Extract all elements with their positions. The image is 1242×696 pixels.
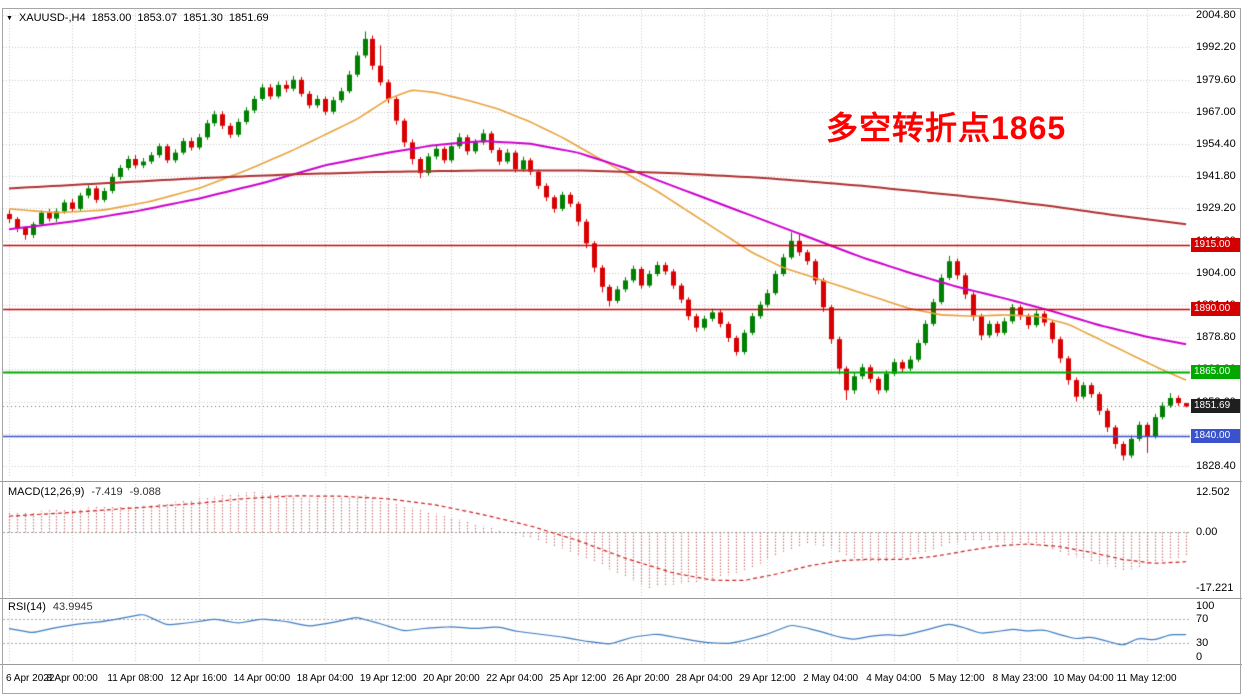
level-price-tag[interactable]: 1915.00 <box>1191 237 1240 252</box>
price-axis-label: 1967.00 <box>1196 105 1236 118</box>
current-price-tag: 1851.69 <box>1191 399 1240 414</box>
time-axis-label: 8 May 23:00 <box>992 673 1048 684</box>
price-axis-label: 1954.40 <box>1196 137 1236 150</box>
quote-low: 1851.30 <box>183 12 223 24</box>
time-axis-label: 10 May 04:00 <box>1053 673 1114 684</box>
price-axis-label: 2004.80 <box>1196 9 1236 22</box>
macd-axis-label: -17.221 <box>1196 582 1234 594</box>
pane-separator-timeaxis <box>0 664 1242 665</box>
rsi-axis-label: 0 <box>1196 651 1203 663</box>
time-axis-label: 22 Apr 04:00 <box>486 673 543 684</box>
time-axis-label: 18 Apr 04:00 <box>296 673 354 684</box>
quote-line: ▼ XAUUSD-,H4 1853.00 1853.07 1851.30 1851.69 <box>6 12 275 24</box>
symbol-dropdown-icon[interactable]: ▼ <box>6 15 13 22</box>
time-axis-label: 8 Apr 00:00 <box>46 673 98 684</box>
price-axis-label: 1929.20 <box>1196 202 1236 215</box>
time-axis-label: 25 Apr 12:00 <box>549 673 607 684</box>
level-price-tag[interactable]: 1890.00 <box>1191 301 1240 316</box>
level-price-tag[interactable]: 1840.00 <box>1191 429 1240 444</box>
annotation-text: 多空转折点1865 <box>826 110 1067 146</box>
time-axis-label: 19 Apr 12:00 <box>359 673 417 684</box>
macd-name: MACD(12,26,9) <box>8 486 85 498</box>
rsi-axis-label: 100 <box>1196 600 1215 612</box>
pane-separator-macd[interactable] <box>0 481 1242 482</box>
time-axis-label: 28 Apr 04:00 <box>675 673 733 684</box>
time-axis-label: 5 May 12:00 <box>929 673 985 684</box>
price-axis-label: 1904.00 <box>1196 266 1236 279</box>
price-axis-label: 1941.80 <box>1196 170 1236 183</box>
rsi-name: RSI(14) <box>8 601 46 613</box>
symbol-period: XAUUSD-,H4 <box>18 12 86 24</box>
time-axis-label: 20 Apr 20:00 <box>423 673 480 684</box>
rsi-axis-label: 30 <box>1196 637 1209 649</box>
time-axis-label: 11 May 12:00 <box>1116 673 1177 684</box>
time-axis-label: 29 Apr 12:00 <box>739 673 796 684</box>
macd-axis-label: 0.00 <box>1196 526 1218 539</box>
time-axis-label: 6 Apr 2022 <box>6 673 55 684</box>
price-axis-label: 1828.40 <box>1196 459 1236 472</box>
rsi-axis-label: 70 <box>1196 613 1209 625</box>
time-axis-label: 4 May 04:00 <box>866 673 922 684</box>
price-axis-label: 1992.20 <box>1196 41 1236 54</box>
rsi-label: RSI(14) 43.9945 <box>8 601 93 613</box>
macd-axis-label: 12.502 <box>1196 486 1230 498</box>
time-axis-label: 12 Apr 16:00 <box>170 673 227 684</box>
quote-close: 1851.69 <box>228 12 269 24</box>
level-price-tag[interactable]: 1865.00 <box>1191 365 1240 380</box>
quote-open: 1853.00 <box>91 12 132 24</box>
price-axis-label: 1979.60 <box>1196 73 1236 86</box>
quote-high: 1853.07 <box>137 12 178 24</box>
pane-separator-rsi[interactable] <box>0 598 1242 599</box>
time-axis-label: 2 May 04:00 <box>803 673 859 684</box>
time-axis-label: 11 Apr 08:00 <box>107 673 164 684</box>
time-axis-label: 14 Apr 00:00 <box>233 673 291 684</box>
macd-label: MACD(12,26,9) -7.419 -9.088 <box>8 486 161 498</box>
macd-main-value: -7.419 <box>91 486 123 498</box>
macd-signal-value: -9.088 <box>129 486 161 498</box>
price-axis-label: 1878.80 <box>1196 331 1236 344</box>
time-axis-label: 26 Apr 20:00 <box>612 673 670 684</box>
rsi-value: 43.9945 <box>52 601 93 613</box>
